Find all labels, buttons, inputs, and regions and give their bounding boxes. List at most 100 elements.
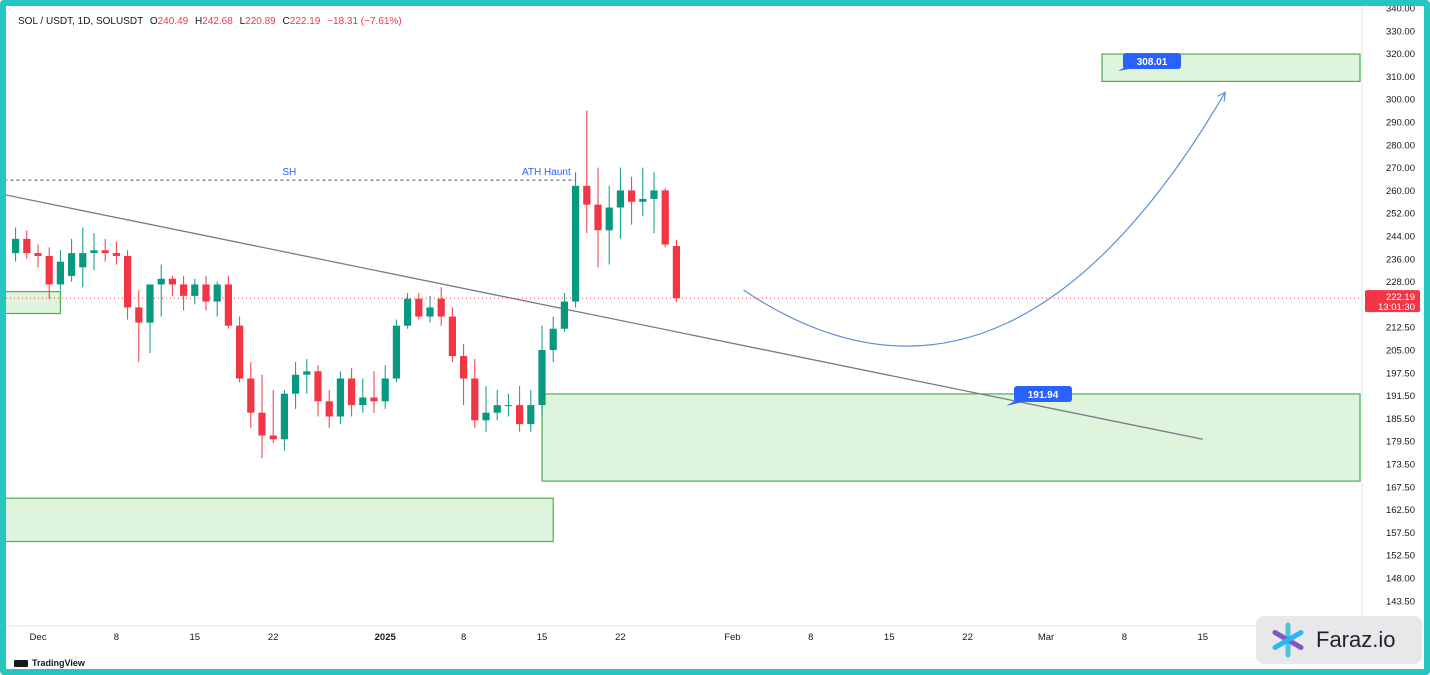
candle-body: [336, 378, 344, 417]
candle: [504, 393, 512, 417]
y-tick-label: 260.00: [1386, 186, 1415, 197]
candle: [628, 176, 636, 225]
close-value: 222.19: [289, 16, 321, 27]
y-tick-label: 320.00: [1386, 49, 1415, 60]
projection-curve: [743, 92, 1226, 347]
candle-body: [650, 190, 658, 199]
candle-body: [45, 255, 53, 285]
x-tick-label: 8: [808, 632, 813, 643]
low-key: L: [239, 16, 246, 27]
candle: [157, 264, 165, 317]
price-label-box: [1123, 53, 1181, 69]
candle-body: [460, 356, 468, 379]
candle: [336, 371, 344, 425]
candle-body: [493, 405, 501, 413]
x-tick-label: 15: [537, 632, 548, 643]
candle-body: [583, 185, 591, 205]
candle: [538, 325, 546, 417]
y-tick-label: 236.00: [1386, 254, 1415, 265]
candle: [639, 167, 647, 217]
candle: [135, 290, 143, 363]
open-value: 240.49: [157, 16, 189, 27]
y-tick-label: 143.50: [1386, 596, 1415, 607]
faraz-logo: Faraz.io: [1256, 616, 1422, 664]
candle: [471, 359, 479, 428]
candle-body: [628, 190, 636, 202]
candle-body: [168, 278, 176, 285]
candle: [191, 278, 199, 305]
candle-body: [157, 278, 165, 285]
asterisk-logo-icon: [1272, 622, 1304, 658]
candle: [258, 374, 266, 459]
candle-body: [348, 378, 356, 406]
y-tick-label: 162.50: [1386, 505, 1415, 516]
candle: [213, 281, 221, 317]
candle-body: [34, 253, 42, 256]
x-tick-label: Feb: [724, 632, 740, 643]
candle-body: [672, 246, 680, 299]
candle: [381, 365, 389, 409]
x-tick-label: 2025: [375, 632, 397, 643]
x-tick-label: 8: [1122, 632, 1127, 643]
candle: [325, 389, 333, 428]
candle: [348, 368, 356, 417]
candle: [616, 167, 624, 239]
y-tick-label: 157.50: [1386, 528, 1415, 539]
candle: [236, 316, 244, 383]
candle-body: [471, 378, 479, 421]
candle: [572, 172, 580, 308]
candle-body: [314, 371, 322, 402]
x-tick-label: 15: [1198, 632, 1209, 643]
candle: [292, 362, 300, 409]
candle: [280, 389, 288, 451]
demand-zone-2: [6, 497, 554, 543]
x-tick-label: 15: [190, 632, 201, 643]
candle-body: [112, 253, 120, 256]
y-tick-label: 290.00: [1386, 118, 1415, 129]
candle: [448, 307, 456, 363]
symbol-name[interactable]: SOL / USDT, 1D, SOLUSDT: [18, 16, 144, 27]
candle: [605, 185, 613, 265]
price-label-text: 308.01: [1137, 57, 1168, 68]
candle-body: [258, 412, 266, 436]
y-tick-label: 330.00: [1386, 26, 1415, 37]
demand-zone-3: [541, 393, 1361, 482]
y-tick-label: 212.50: [1386, 323, 1415, 334]
candle-body: [527, 405, 535, 425]
candle-body: [101, 250, 109, 254]
candle-body: [426, 307, 434, 317]
x-tick-label: 15: [884, 632, 895, 643]
candle: [79, 227, 87, 288]
bar-countdown: 13:01:30: [1378, 302, 1415, 313]
candle: [202, 275, 210, 311]
candle-body: [538, 350, 546, 406]
low-value: 220.89: [245, 16, 276, 27]
candle: [269, 389, 277, 444]
y-tick-label: 185.50: [1386, 414, 1415, 425]
candle-body: [213, 284, 221, 302]
y-tick-label: 167.50: [1386, 482, 1415, 493]
candle: [56, 250, 64, 291]
candle: [415, 293, 423, 320]
candle: [392, 319, 400, 383]
x-tick-label: 8: [114, 632, 119, 643]
candle-body: [303, 371, 311, 375]
tradingview-logo[interactable]: TradingView: [14, 658, 85, 668]
candle: [549, 316, 557, 363]
candle-body: [448, 316, 456, 357]
logo-text: Faraz.io: [1316, 627, 1396, 652]
candle-body: [68, 253, 76, 276]
price-label-text: 191.94: [1028, 390, 1059, 401]
candle: [359, 378, 367, 413]
candle: [527, 389, 535, 432]
candle-body: [381, 378, 389, 402]
candle: [168, 275, 176, 296]
candle: [180, 275, 188, 311]
candle-body: [415, 298, 423, 317]
y-tick-label: 340.00: [1386, 6, 1415, 15]
demand-zone-1: [6, 290, 62, 315]
price-chart[interactable]: SH ATH Haunt 308.01 191.94 340.00 330.00 320.0…: [6, 6, 1424, 669]
x-tick-label: 22: [962, 632, 973, 643]
candle: [437, 287, 445, 326]
